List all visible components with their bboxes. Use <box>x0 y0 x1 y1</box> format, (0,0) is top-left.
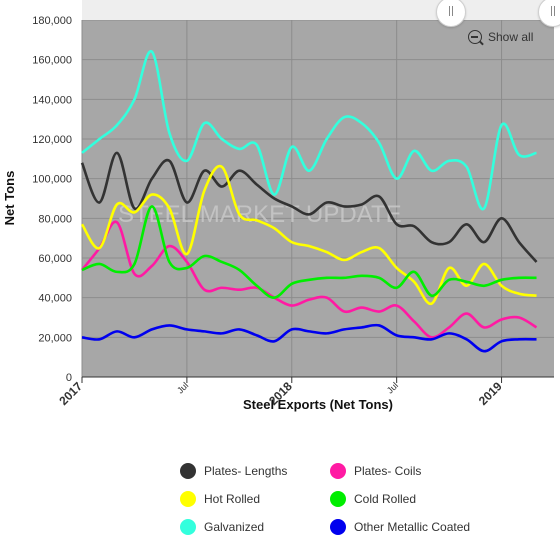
series-line-galvanized <box>81 50 537 211</box>
legend-label: Plates- Lengths <box>204 464 288 478</box>
y-axis-title: Net Tons <box>2 171 17 226</box>
navigator-right-handle[interactable] <box>538 0 560 27</box>
legend-item-other-metallic-coated[interactable]: Other Metallic Coated <box>330 518 510 536</box>
legend-label: Galvanized <box>204 520 265 534</box>
show-all-button[interactable]: Show all <box>468 30 533 44</box>
legend-label: Other Metallic Coated <box>354 520 471 534</box>
navigator-range-bar[interactable] <box>82 0 554 20</box>
legend: Plates- Lengths Plates- Coils Hot Rolled Co… <box>180 462 510 536</box>
y-tick-label: 140,000 <box>32 94 72 106</box>
y-tick-label: 80,000 <box>38 213 72 225</box>
legend-item-cold-rolled[interactable]: Cold Rolled <box>330 490 510 508</box>
legend-marker <box>180 519 196 535</box>
y-tick-label: 160,000 <box>32 55 72 67</box>
y-tick-label: 0 <box>66 372 72 384</box>
legend-item-galvanized[interactable]: Galvanized <box>180 518 330 536</box>
show-all-label: Show all <box>488 30 534 44</box>
x-tick-label: Jul <box>175 380 190 395</box>
series-line-plates-coils <box>80 220 538 339</box>
y-tick-label: 20,000 <box>38 332 72 344</box>
legend-label: Hot Rolled <box>204 492 261 506</box>
x-tick-label: 2017 <box>56 379 85 408</box>
legend-label: Plates- Coils <box>354 464 422 478</box>
series-lines <box>80 50 538 353</box>
navigator-left-handle[interactable] <box>436 0 466 27</box>
series-line-plates-lengths <box>80 151 538 263</box>
legend-marker <box>180 463 196 479</box>
legend-marker <box>330 463 346 479</box>
y-tick-label: 40,000 <box>38 293 72 305</box>
series-line-cold-rolled <box>81 205 537 299</box>
legend-item-plates-coils[interactable]: Plates- Coils <box>330 462 510 480</box>
legend-marker <box>180 491 196 507</box>
zoom-out-icon <box>468 30 482 44</box>
legend-label: Cold Rolled <box>354 492 417 506</box>
y-tick-label: 180,000 <box>32 15 72 27</box>
y-axis: 0 20,000 40,000 60,000 80,000 100,000 120,000 1… <box>32 15 72 384</box>
legend-marker <box>330 519 346 535</box>
x-tick-label: Jul <box>385 380 400 395</box>
y-tick-label: 100,000 <box>32 174 72 186</box>
legend-item-hot-rolled[interactable]: Hot Rolled <box>180 490 330 508</box>
x-tick-label: 2019 <box>476 379 505 408</box>
y-tick-label: 120,000 <box>32 134 72 146</box>
x-axis-title: Steel Exports (Net Tons) <box>243 397 393 412</box>
legend-item-plates-lengths[interactable]: Plates- Lengths <box>180 462 330 480</box>
plot-area <box>82 20 554 377</box>
y-tick-label: 60,000 <box>38 253 72 265</box>
legend-marker <box>330 491 346 507</box>
series-line-other-metallic-coated <box>81 323 537 353</box>
